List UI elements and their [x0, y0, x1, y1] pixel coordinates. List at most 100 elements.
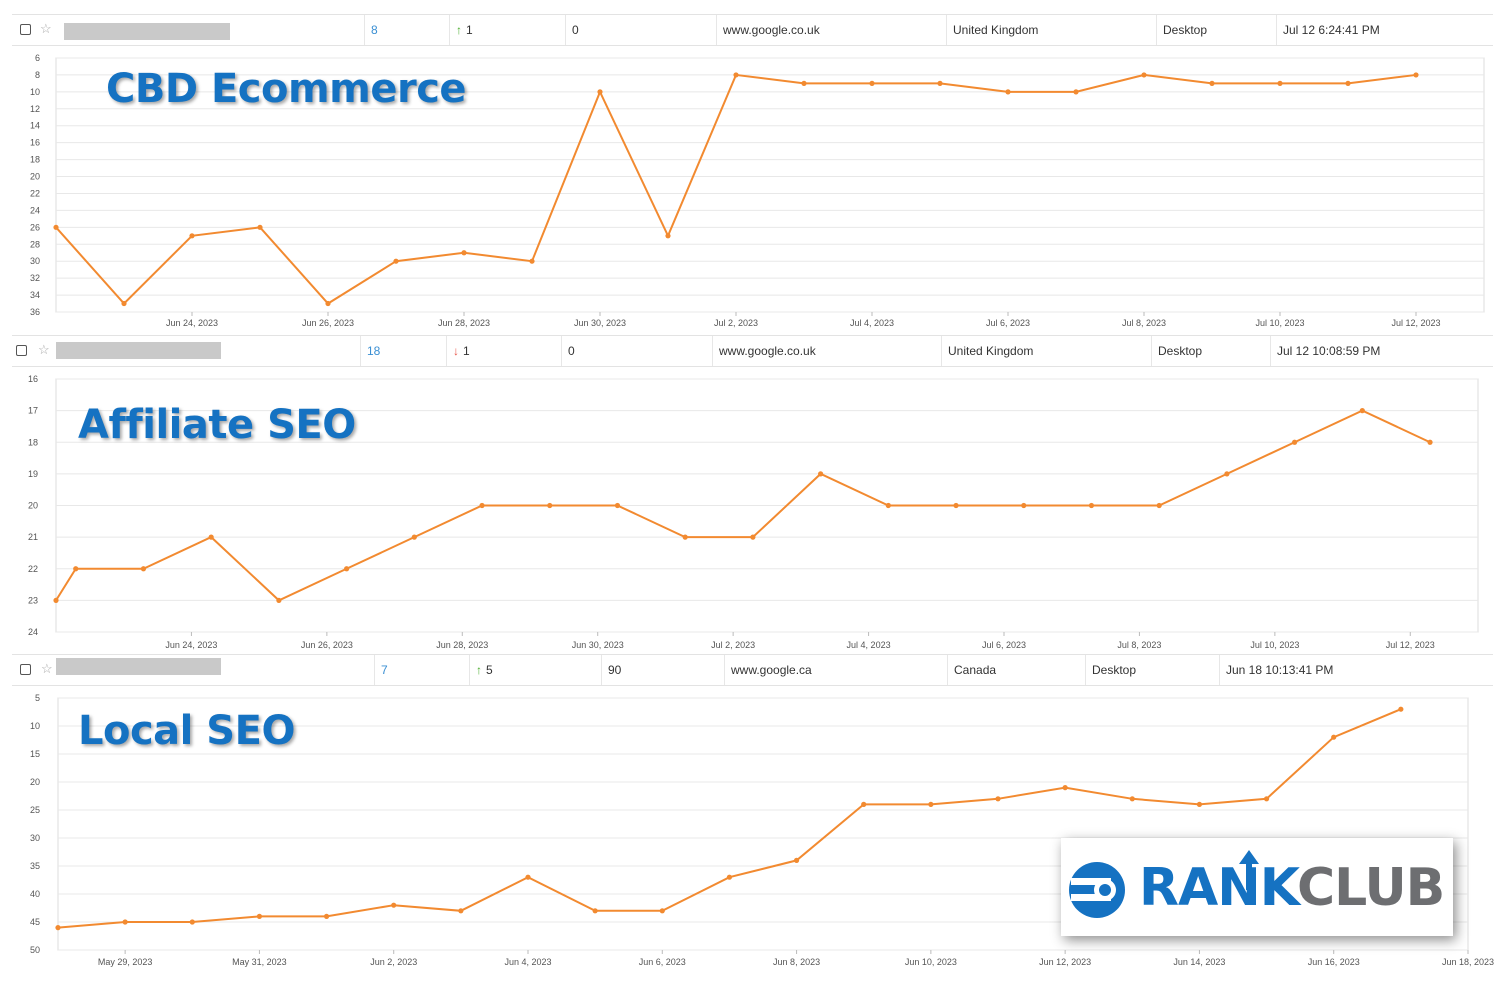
y-tick-label: 23 — [28, 595, 38, 605]
x-tick-label: Jun 18, 2023 — [1442, 957, 1494, 967]
data-point[interactable] — [1073, 89, 1079, 95]
location-value: United Kingdom — [948, 344, 1034, 358]
data-point[interactable] — [53, 224, 59, 230]
data-point[interactable] — [393, 258, 399, 264]
data-point[interactable] — [861, 801, 867, 807]
data-point[interactable] — [1427, 439, 1433, 445]
y-tick-label: 35 — [30, 861, 40, 871]
position-cell[interactable]: 18 — [360, 336, 380, 366]
data-point[interactable] — [1277, 80, 1283, 86]
keyword-row[interactable]: ☆ 8 ↑ 1 0 www.google.co.uk United Kingdom… — [12, 14, 1493, 46]
engine-cell: www.google.ca — [724, 655, 812, 685]
data-point[interactable] — [1156, 502, 1162, 509]
change-value: 1 — [463, 344, 470, 358]
x-tick-label: Jun 6, 2023 — [639, 957, 686, 967]
data-point[interactable] — [793, 857, 800, 863]
star-icon[interactable]: ☆ — [38, 342, 50, 357]
data-point[interactable] — [189, 233, 195, 239]
position-cell[interactable]: 7 — [374, 655, 388, 685]
data-point[interactable] — [597, 89, 603, 95]
y-tick-label: 18 — [28, 437, 38, 447]
change-value: 1 — [466, 23, 473, 37]
data-point[interactable] — [1021, 502, 1027, 509]
data-point[interactable] — [256, 913, 263, 919]
data-point[interactable] — [325, 300, 331, 307]
data-point[interactable] — [1263, 796, 1270, 802]
data-point[interactable] — [1292, 439, 1298, 445]
device-cell: Desktop — [1156, 15, 1207, 45]
data-point[interactable] — [1398, 706, 1404, 712]
y-tick-label: 16 — [30, 138, 40, 148]
data-point[interactable] — [479, 502, 485, 509]
data-point[interactable] — [665, 233, 671, 239]
star-icon[interactable]: ☆ — [41, 661, 53, 676]
data-point[interactable] — [411, 534, 417, 540]
data-point[interactable] — [1129, 796, 1135, 802]
data-point[interactable] — [1413, 72, 1419, 78]
data-point[interactable] — [1359, 408, 1365, 414]
data-point[interactable] — [121, 300, 127, 307]
data-point[interactable] — [750, 534, 756, 540]
data-point[interactable] — [1005, 89, 1011, 95]
data-point[interactable] — [937, 80, 943, 86]
data-point[interactable] — [276, 597, 282, 603]
data-point[interactable] — [208, 534, 214, 540]
y-tick-label: 45 — [30, 917, 40, 927]
data-point[interactable] — [529, 258, 535, 264]
position-value[interactable]: 8 — [371, 23, 378, 37]
data-point[interactable] — [592, 908, 598, 914]
x-tick-label: Jun 30, 2023 — [574, 318, 626, 328]
data-point[interactable] — [726, 874, 733, 880]
data-point[interactable] — [1062, 785, 1068, 791]
location-cell: United Kingdom — [941, 336, 1033, 366]
data-point[interactable] — [122, 919, 128, 925]
x-tick-label: Jun 4, 2023 — [504, 957, 551, 967]
data-point[interactable] — [733, 72, 739, 78]
data-point[interactable] — [801, 80, 807, 86]
data-point[interactable] — [140, 566, 147, 572]
keyword-row[interactable]: ☆ 18 ↓ 1 0 www.google.co.uk United Kingdo… — [12, 335, 1493, 367]
data-point[interactable] — [818, 471, 824, 477]
position-value[interactable]: 18 — [367, 344, 381, 358]
data-point[interactable] — [1088, 502, 1095, 509]
data-point[interactable] — [344, 566, 350, 572]
y-tick-label: 25 — [30, 805, 40, 815]
data-point[interactable] — [391, 902, 397, 908]
data-point[interactable] — [1141, 72, 1147, 78]
star-icon[interactable]: ☆ — [40, 21, 52, 36]
checkbox-icon[interactable] — [16, 345, 27, 356]
data-point[interactable] — [1196, 801, 1203, 807]
data-point[interactable] — [682, 534, 688, 540]
data-point[interactable] — [461, 250, 467, 256]
data-point[interactable] — [73, 566, 79, 572]
updated-value: Jun 18 10:13:41 PM — [1226, 663, 1334, 677]
data-point[interactable] — [1224, 471, 1230, 477]
data-point[interactable] — [614, 502, 621, 509]
data-point[interactable] — [1209, 80, 1215, 86]
arrow-up-icon: ↑ — [456, 23, 462, 37]
data-point[interactable] — [1345, 80, 1351, 86]
position-value[interactable]: 7 — [381, 663, 388, 677]
y-tick-label: 22 — [30, 188, 40, 198]
checkbox-icon[interactable] — [20, 664, 31, 675]
data-point[interactable] — [885, 502, 891, 509]
data-point[interactable] — [55, 925, 61, 931]
y-tick-label: 14 — [30, 121, 40, 131]
data-point[interactable] — [458, 908, 464, 914]
data-point[interactable] — [53, 597, 59, 603]
data-point[interactable] — [928, 801, 934, 807]
data-point[interactable] — [547, 502, 553, 509]
data-point[interactable] — [995, 796, 1001, 802]
data-point[interactable] — [953, 502, 959, 509]
keyword-row[interactable]: ☆ 7 ↑ 5 90 www.google.ca Canada Desktop J… — [12, 654, 1493, 686]
data-point[interactable] — [525, 874, 531, 880]
checkbox-icon[interactable] — [20, 24, 31, 35]
data-point[interactable] — [869, 80, 875, 86]
data-point[interactable] — [659, 908, 665, 914]
data-point[interactable] — [323, 913, 330, 919]
data-point[interactable] — [257, 224, 263, 230]
data-point[interactable] — [1331, 734, 1337, 740]
data-point[interactable] — [189, 919, 195, 925]
y-tick-label: 17 — [28, 406, 38, 416]
position-cell[interactable]: 8 — [364, 15, 378, 45]
